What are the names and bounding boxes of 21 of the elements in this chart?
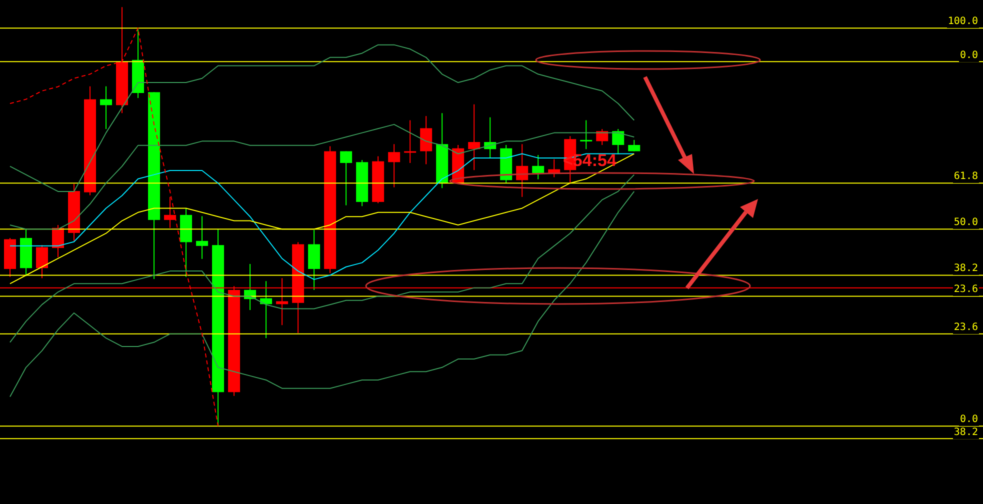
candlestick xyxy=(580,120,592,150)
candlestick xyxy=(100,86,112,130)
annotation: 61.8 xyxy=(952,171,979,184)
candlestick xyxy=(388,144,400,188)
annotation: 38.2 xyxy=(952,263,979,276)
candlestick xyxy=(36,244,48,279)
candlestick xyxy=(404,120,416,164)
candlestick xyxy=(420,116,432,165)
candlestick xyxy=(612,128,624,155)
annotation: 23.6 xyxy=(952,284,979,296)
candlestick xyxy=(196,216,208,260)
annotation: 0.0 xyxy=(958,414,979,426)
annotation: 23.6 xyxy=(952,322,979,334)
candlestick xyxy=(340,150,352,206)
candlestick xyxy=(532,154,544,180)
annotation: 100.0 xyxy=(946,16,979,28)
annotation: 50.0 xyxy=(952,217,979,230)
annotation: 38.2 xyxy=(952,426,979,439)
candlestick xyxy=(468,104,480,171)
candlestick xyxy=(164,196,176,228)
annotation: 0.0 xyxy=(958,50,979,62)
